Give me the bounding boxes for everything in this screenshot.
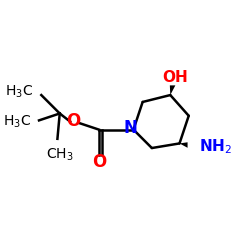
Text: NH$_2$: NH$_2$ [199,138,232,156]
Text: O: O [66,112,80,130]
Polygon shape [170,86,175,95]
Text: OH: OH [162,70,188,85]
Polygon shape [180,142,188,148]
Text: CH$_3$: CH$_3$ [46,147,74,163]
Text: O: O [92,153,106,171]
Text: H$_3$C: H$_3$C [5,84,33,100]
Text: H$_3$C: H$_3$C [3,113,31,130]
Text: N: N [123,120,137,138]
